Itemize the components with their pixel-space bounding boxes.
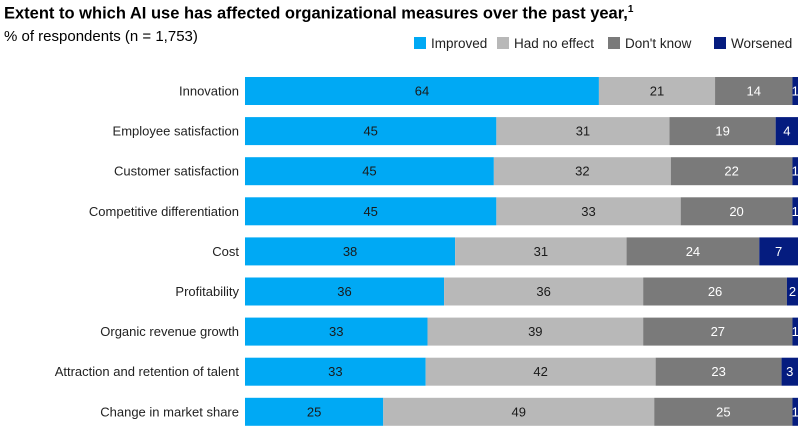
legend-swatch-had-no-effect (497, 37, 509, 49)
bar-employee-satisfaction-improved (245, 117, 497, 146)
bar-customer-satisfaction-had-no-effect (493, 157, 671, 186)
value-label-profitability-don-t-know: 26 (708, 284, 722, 299)
bar-innovation-don-t-know (715, 77, 793, 105)
value-label-change-in-market-share-had-no-effect: 49 (512, 404, 526, 419)
value-label-change-in-market-share-worsened: 1 (792, 404, 799, 419)
value-label-profitability-improved: 36 (337, 284, 351, 299)
bar-innovation-improved (245, 77, 599, 105)
value-label-attraction-and-retention-of-talent-had-no-effect: 42 (533, 364, 547, 379)
legend-swatch-improved (414, 37, 426, 49)
bar-change-in-market-share-don-t-know (654, 397, 793, 426)
bar-attraction-and-retention-of-talent-had-no-effect (425, 357, 656, 386)
bar-competitive-differentiation-don-t-know (680, 197, 793, 226)
value-label-innovation-had-no-effect: 21 (650, 84, 664, 99)
chart-title-text: Extent to which AI use has affected orga… (4, 4, 628, 23)
value-label-customer-satisfaction-improved: 45 (362, 164, 376, 179)
value-label-cost-had-no-effect: 31 (534, 244, 548, 259)
bar-employee-satisfaction-had-no-effect (496, 117, 670, 146)
chart-subtitle: % of respondents (n = 1,753) (4, 28, 198, 45)
value-label-organic-revenue-growth-worsened: 1 (792, 324, 799, 339)
bar-innovation-worsened (792, 77, 798, 105)
bar-change-in-market-share-had-no-effect (383, 397, 655, 426)
category-label-organic-revenue-growth: Organic revenue growth (100, 324, 239, 339)
category-label-innovation: Innovation (179, 84, 239, 99)
bar-competitive-differentiation-improved (245, 197, 497, 226)
bar-change-in-market-share-worsened (792, 397, 798, 426)
value-label-competitive-differentiation-don-t-know: 20 (729, 204, 743, 219)
value-label-employee-satisfaction-worsened: 4 (783, 124, 790, 139)
bar-organic-revenue-growth-worsened (792, 317, 798, 346)
category-label-profitability: Profitability (175, 284, 239, 299)
value-label-customer-satisfaction-had-no-effect: 32 (575, 164, 589, 179)
bar-organic-revenue-growth-don-t-know (643, 317, 793, 346)
category-label-employee-satisfaction: Employee satisfaction (113, 124, 239, 139)
bar-employee-satisfaction-worsened (775, 117, 798, 146)
value-label-innovation-worsened: 1 (792, 84, 799, 99)
value-label-cost-improved: 38 (343, 244, 357, 259)
value-label-innovation-improved: 64 (415, 84, 429, 99)
bar-customer-satisfaction-don-t-know (670, 157, 793, 186)
bar-customer-satisfaction-worsened (792, 157, 798, 186)
value-label-attraction-and-retention-of-talent-worsened: 3 (786, 364, 793, 379)
category-label-attraction-and-retention-of-talent: Attraction and retention of talent (55, 364, 240, 379)
value-label-profitability-worsened: 2 (789, 284, 796, 299)
legend-swatch-don-t-know (608, 37, 620, 49)
value-label-profitability-had-no-effect: 36 (536, 284, 550, 299)
bar-competitive-differentiation-had-no-effect (496, 197, 681, 226)
legend-label-don-t-know: Don't know (625, 36, 692, 51)
bar-attraction-and-retention-of-talent-improved (245, 357, 426, 386)
bar-change-in-market-share-improved (245, 397, 384, 426)
bar-profitability-improved (245, 277, 445, 306)
value-label-competitive-differentiation-worsened: 1 (792, 204, 799, 219)
value-label-organic-revenue-growth-improved: 33 (329, 324, 343, 339)
value-label-change-in-market-share-improved: 25 (307, 404, 321, 419)
category-label-change-in-market-share: Change in market share (100, 404, 239, 419)
bar-organic-revenue-growth-had-no-effect (427, 317, 644, 346)
legend-label-had-no-effect: Had no effect (514, 36, 594, 51)
category-label-customer-satisfaction: Customer satisfaction (114, 164, 239, 179)
legend-label-worsened: Worsened (731, 36, 792, 51)
value-label-organic-revenue-growth-don-t-know: 27 (711, 324, 725, 339)
category-label-cost: Cost (212, 244, 239, 259)
value-label-competitive-differentiation-had-no-effect: 33 (581, 204, 595, 219)
bar-profitability-don-t-know (643, 277, 787, 306)
bar-innovation-had-no-effect (598, 77, 716, 105)
value-label-attraction-and-retention-of-talent-don-t-know: 23 (711, 364, 725, 379)
value-label-competitive-differentiation-improved: 45 (363, 204, 377, 219)
category-label-competitive-differentiation: Competitive differentiation (89, 204, 239, 219)
title-footnote-marker: 1 (627, 4, 634, 15)
bar-cost-worsened (759, 237, 798, 266)
value-label-customer-satisfaction-don-t-know: 22 (724, 164, 738, 179)
bar-profitability-had-no-effect (444, 277, 644, 306)
bar-employee-satisfaction-don-t-know (669, 117, 776, 146)
value-label-customer-satisfaction-worsened: 1 (792, 164, 799, 179)
bar-attraction-and-retention-of-talent-worsened (781, 357, 798, 386)
value-label-organic-revenue-growth-had-no-effect: 39 (528, 324, 542, 339)
bar-competitive-differentiation-worsened (792, 197, 798, 226)
bar-cost-had-no-effect (455, 237, 627, 266)
value-label-change-in-market-share-don-t-know: 25 (716, 404, 730, 419)
value-label-employee-satisfaction-had-no-effect: 31 (576, 124, 590, 139)
value-label-employee-satisfaction-don-t-know: 19 (715, 124, 729, 139)
bar-cost-improved (245, 237, 456, 266)
legend-swatch-worsened (714, 37, 726, 49)
bar-customer-satisfaction-improved (245, 157, 494, 186)
value-label-cost-don-t-know: 24 (686, 244, 700, 259)
value-label-cost-worsened: 7 (775, 244, 782, 259)
value-label-employee-satisfaction-improved: 45 (363, 124, 377, 139)
bar-cost-don-t-know (626, 237, 760, 266)
bar-organic-revenue-growth-improved (245, 317, 428, 346)
bar-attraction-and-retention-of-talent-don-t-know (655, 357, 782, 386)
bar-profitability-worsened (786, 277, 798, 306)
value-label-attraction-and-retention-of-talent-improved: 33 (328, 364, 342, 379)
legend-label-improved: Improved (431, 36, 487, 51)
chart-title: Extent to which AI use has affected orga… (4, 4, 633, 24)
value-label-innovation-don-t-know: 14 (747, 84, 761, 99)
